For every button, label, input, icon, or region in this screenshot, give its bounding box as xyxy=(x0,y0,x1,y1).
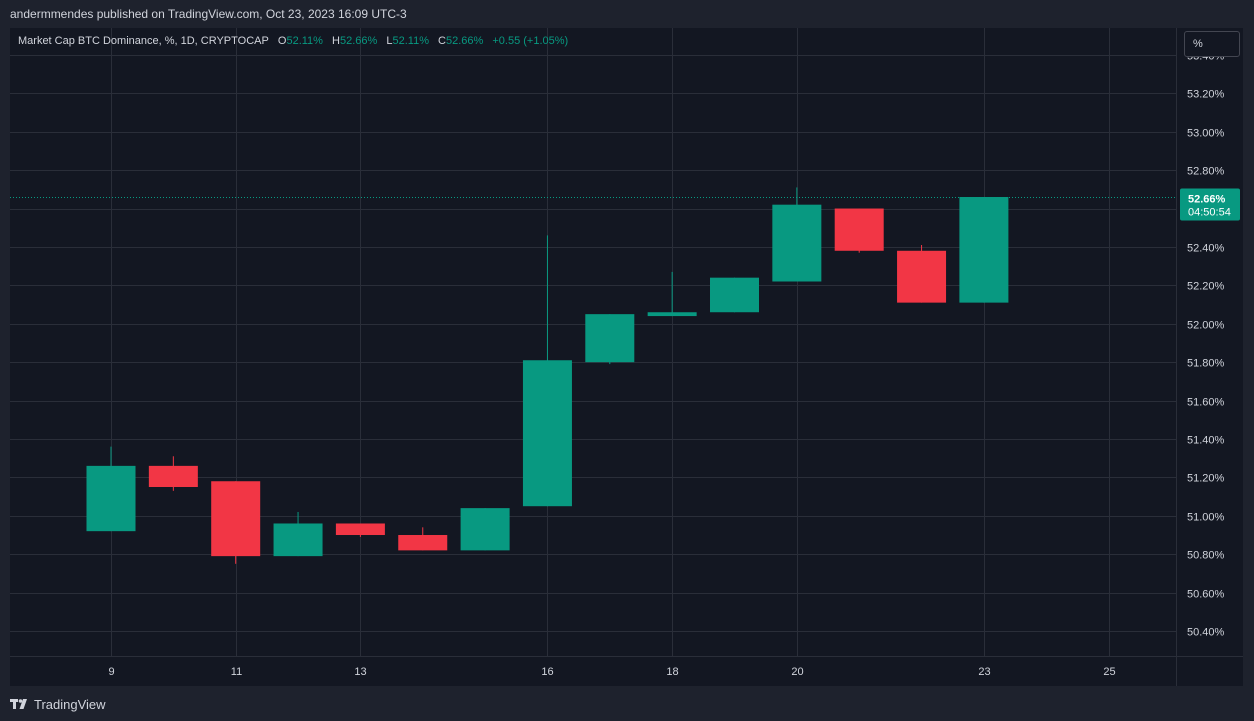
candle-body xyxy=(897,250,947,303)
y-tick-label: 53.00% xyxy=(1187,128,1225,140)
candle xyxy=(335,523,385,537)
candle xyxy=(211,481,261,564)
candle-body xyxy=(772,204,822,282)
scale-unit-button[interactable]: % xyxy=(1184,31,1240,57)
candle xyxy=(460,508,510,551)
candle xyxy=(710,277,759,313)
candle xyxy=(522,235,572,507)
x-tick-label: 11 xyxy=(231,666,242,678)
legend-low-value: 52.11% xyxy=(392,35,429,47)
candle-body xyxy=(460,508,510,551)
x-tick-label: 13 xyxy=(354,666,366,678)
scale-unit-label: % xyxy=(1193,38,1203,50)
y-tick-label: 51.20% xyxy=(1187,473,1225,485)
candle xyxy=(585,314,635,365)
price-tag-layer: 52.66%04:50:54 xyxy=(10,188,1240,221)
candle-body xyxy=(335,523,385,536)
y-tick-label: 52.80% xyxy=(1187,166,1225,178)
legend-open-value: 52.11% xyxy=(286,35,323,47)
y-tick-label: 51.00% xyxy=(1187,512,1225,524)
y-tick-label: 51.60% xyxy=(1187,397,1225,409)
x-tick-label: 16 xyxy=(541,666,553,678)
legend-close-label: C xyxy=(438,35,446,47)
legend-close-value: 52.66% xyxy=(446,35,484,47)
candle-layer xyxy=(86,187,1009,564)
candle xyxy=(86,446,136,532)
legend-symbol: Market Cap BTC Dominance, %, 1D, CRYPTOC… xyxy=(18,35,269,47)
candle-body xyxy=(647,312,697,317)
last-price-label: 52.66% xyxy=(1188,194,1226,206)
y-tick-label: 51.40% xyxy=(1187,435,1225,447)
bar-countdown-label: 04:50:54 xyxy=(1188,207,1231,219)
candle xyxy=(398,527,448,551)
legend-high-value: 52.66% xyxy=(339,35,378,47)
candle-body xyxy=(522,360,572,507)
candle xyxy=(834,208,884,253)
y-tick-label: 52.20% xyxy=(1187,281,1225,293)
candle xyxy=(959,197,1009,303)
x-tick-label: 20 xyxy=(791,666,803,678)
tradingview-logo-icon xyxy=(10,699,27,709)
candle-body xyxy=(710,277,759,313)
candle-body xyxy=(148,465,198,487)
y-tick-label: 52.00% xyxy=(1187,320,1225,332)
x-tick-label: 9 xyxy=(108,666,114,678)
legend-low-label: L xyxy=(386,35,393,47)
y-tick-label: 52.40% xyxy=(1187,243,1225,255)
y-tick-label: 50.40% xyxy=(1187,627,1225,639)
last-price-tag xyxy=(1180,188,1240,221)
candle xyxy=(148,456,198,491)
candle-body xyxy=(585,314,635,363)
grid-layer xyxy=(10,28,1176,656)
candle xyxy=(897,245,947,303)
x-tick-label: 23 xyxy=(978,666,990,678)
candle-body xyxy=(834,208,884,251)
y-tick-label: 50.60% xyxy=(1187,589,1225,601)
legend-high-label: H xyxy=(332,35,340,47)
y-tick-label: 51.80% xyxy=(1187,358,1225,370)
candle-body xyxy=(398,535,448,551)
candle-body xyxy=(273,523,323,557)
x-tick-label: 18 xyxy=(666,666,678,678)
footer-brand-label: TradingView xyxy=(34,696,106,712)
chart-legend: Market Cap BTC Dominance, %, 1D, CRYPTOC… xyxy=(18,35,568,47)
candle-body xyxy=(959,197,1009,303)
candle-body xyxy=(211,481,261,557)
footer-brand: TradingView xyxy=(10,695,106,713)
legend-change: +0.55 (+1.05%) xyxy=(492,35,569,47)
candle xyxy=(647,271,697,317)
candle xyxy=(273,511,323,557)
candle xyxy=(772,187,822,282)
publish-info: andermmendes published on TradingView.co… xyxy=(10,7,407,21)
legend-open-label: O xyxy=(277,35,287,47)
candle-body xyxy=(86,465,136,532)
y-tick-label: 53.20% xyxy=(1187,89,1225,101)
x-tick-label: 25 xyxy=(1103,666,1115,678)
y-tick-label: 50.80% xyxy=(1187,550,1225,562)
